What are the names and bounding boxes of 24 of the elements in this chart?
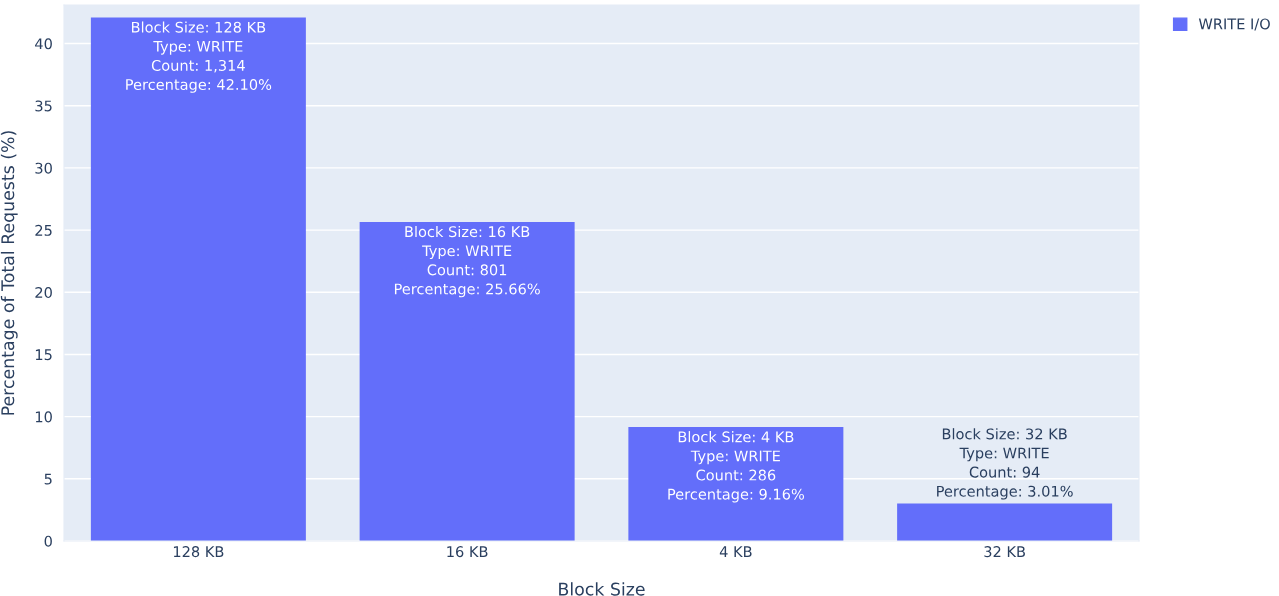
- x-tick-label: 16 KB: [447, 546, 488, 558]
- y-axis-title: Percentage of Total Requests (%): [0, 131, 18, 415]
- y-tick-label: 25: [35, 224, 52, 236]
- data-label: Block Size: 32 KB Type: WRITE Count: 94 Percentage: 3.01%: [937, 428, 1073, 500]
- data-label: Block Size: 128 KB Type: WRITE Count: 1,314 Percentage: 42.10%: [126, 21, 272, 93]
- y-tick-label: 10: [35, 411, 52, 423]
- y-tick-label: 35: [35, 100, 52, 112]
- bar: [90, 17, 306, 541]
- y-tick-label: 5: [44, 473, 52, 485]
- x-tick-label: 4 KB: [719, 546, 752, 557]
- x-tick-label: 32 KB: [984, 546, 1025, 558]
- data-label: Block Size: 4 KB Type: WRITE Count: 286 Percentage: 9.16%: [668, 431, 805, 503]
- bar: [359, 221, 575, 541]
- data-label: Block Size: 16 KB Type: WRITE Count: 801 Percentage: 25.66%: [394, 225, 540, 298]
- y-tick-label: 20: [35, 286, 52, 299]
- legend-label: WRITE I/O: [1198, 18, 1270, 31]
- x-tick-label: 128 KB: [173, 546, 224, 558]
- bar: [897, 503, 1113, 541]
- y-tick-label: 40: [35, 38, 52, 50]
- y-tick-label: 0: [44, 535, 52, 547]
- bar: [628, 427, 844, 541]
- x-axis-title: Block Size: [559, 582, 645, 596]
- y-tick-label: 15: [35, 349, 52, 361]
- y-tick-label: 30: [35, 162, 52, 174]
